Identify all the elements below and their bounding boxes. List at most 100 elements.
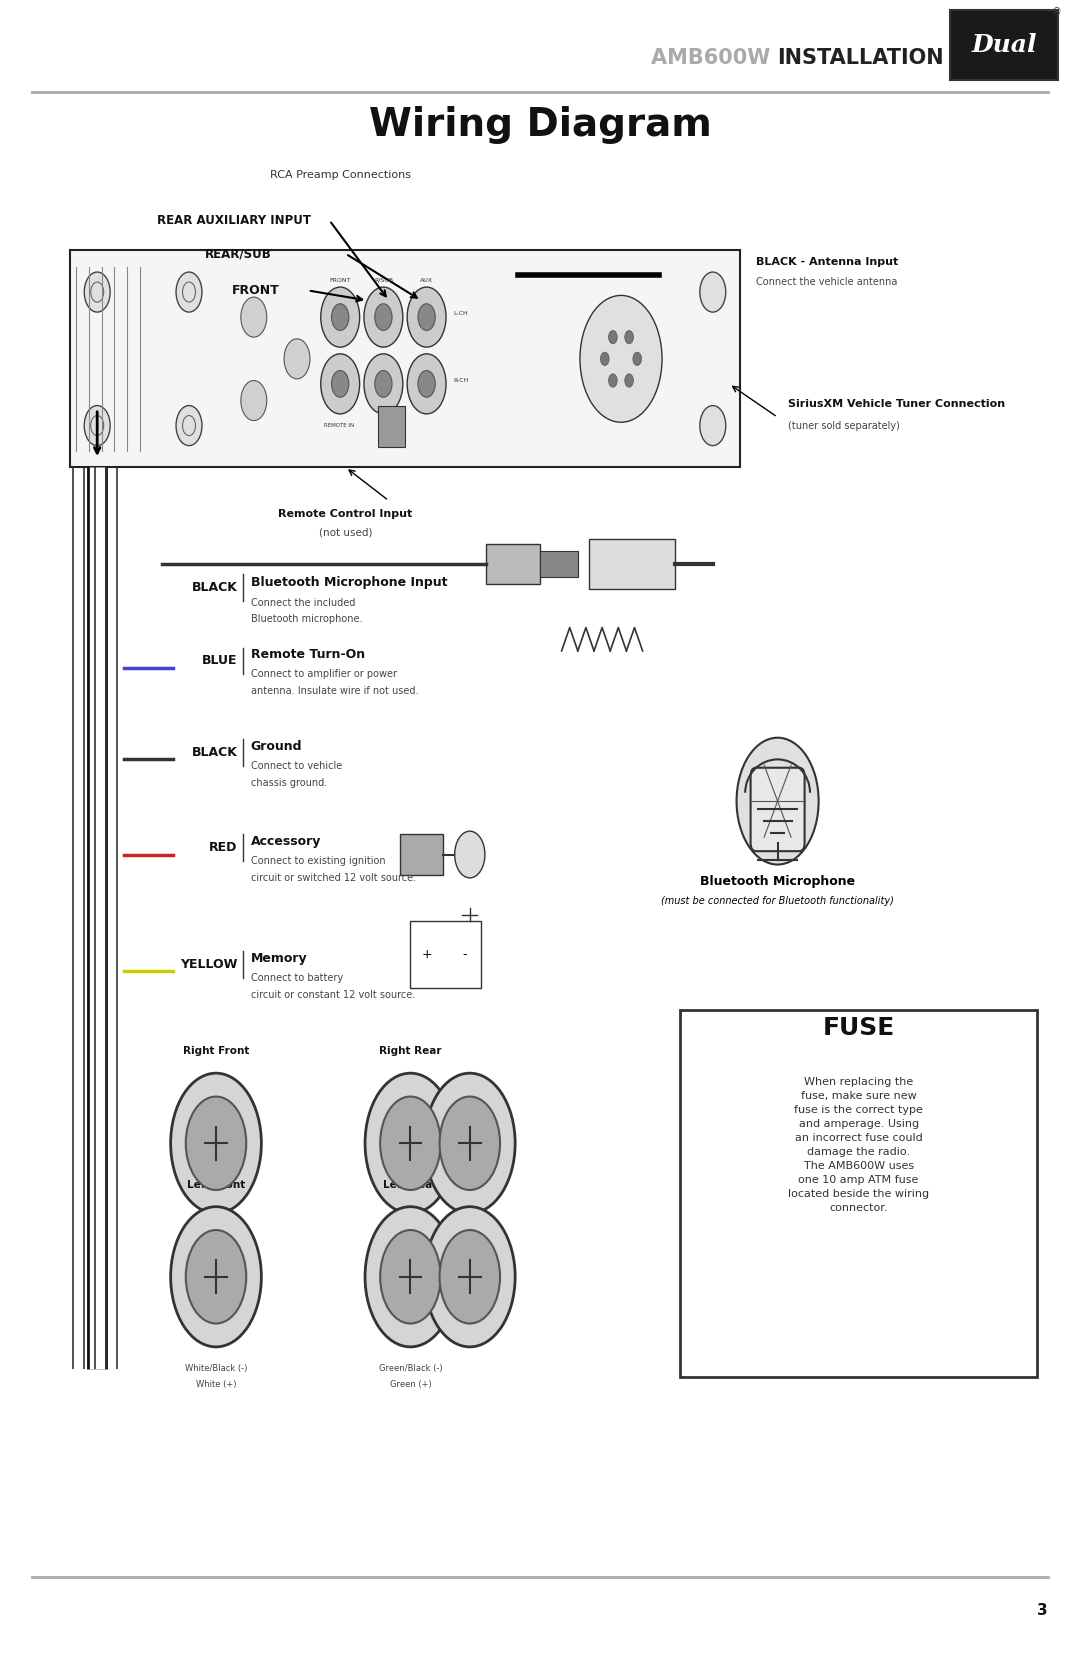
Text: Bluetooth Microphone: Bluetooth Microphone (700, 875, 855, 888)
Bar (589, 539, 675, 589)
Circle shape (380, 1097, 441, 1190)
Text: INSTALLATION: INSTALLATION (778, 48, 944, 68)
Text: circuit or constant 12 volt source.: circuit or constant 12 volt source. (251, 990, 415, 1000)
Circle shape (171, 1073, 261, 1213)
Circle shape (321, 287, 360, 347)
Text: -: - (462, 948, 467, 961)
Text: Bluetooth microphone.: Bluetooth microphone. (251, 614, 362, 624)
Circle shape (332, 371, 349, 397)
Circle shape (364, 354, 403, 414)
Text: REAR AUXILIARY INPUT: REAR AUXILIARY INPUT (157, 214, 311, 227)
Text: AMB600W: AMB600W (651, 48, 778, 68)
Text: Violet/Black (-): Violet/Black (-) (379, 1230, 442, 1238)
Text: Bluetooth Microphone Input: Bluetooth Microphone Input (251, 576, 447, 589)
Text: SiriusXM Vehicle Tuner Connection: SiriusXM Vehicle Tuner Connection (788, 399, 1005, 409)
Text: Connect to vehicle: Connect to vehicle (251, 761, 341, 771)
Bar (410, 921, 481, 988)
Circle shape (624, 374, 633, 387)
Text: Violet (+): Violet (+) (390, 1247, 431, 1255)
Circle shape (84, 406, 110, 446)
Text: BLACK: BLACK (192, 581, 238, 594)
Text: FRONT: FRONT (232, 284, 280, 297)
Text: (tuner sold separately): (tuner sold separately) (788, 421, 901, 431)
Circle shape (186, 1230, 246, 1324)
Bar (540, 551, 578, 577)
Text: Wiring Diagram: Wiring Diagram (368, 107, 712, 144)
Text: Connect the included: Connect the included (251, 598, 355, 608)
Circle shape (608, 374, 617, 387)
Text: antenna. Insulate wire if not used.: antenna. Insulate wire if not used. (251, 686, 418, 696)
Circle shape (186, 1097, 246, 1190)
Text: FUSE: FUSE (823, 1016, 894, 1040)
Circle shape (241, 381, 267, 421)
Text: (not used): (not used) (319, 527, 373, 537)
Circle shape (624, 330, 633, 344)
Circle shape (321, 354, 360, 414)
Text: Right Front: Right Front (183, 1046, 249, 1056)
Text: RED: RED (210, 841, 238, 855)
Text: BLACK: BLACK (192, 746, 238, 759)
Bar (702, 260, 734, 290)
Text: (must be connected for Bluetooth functionality): (must be connected for Bluetooth functio… (661, 896, 894, 906)
Circle shape (455, 831, 485, 878)
Circle shape (176, 272, 202, 312)
Text: BLUE: BLUE (202, 654, 238, 668)
Circle shape (440, 1230, 500, 1324)
Text: Gray/Black (-): Gray/Black (-) (187, 1230, 245, 1238)
Text: Connect to existing ignition: Connect to existing ignition (251, 856, 386, 866)
Circle shape (633, 352, 642, 366)
Text: R-CH: R-CH (454, 379, 469, 382)
Text: Left Rear: Left Rear (383, 1180, 437, 1190)
Text: +: + (421, 948, 432, 961)
Text: circuit or switched 12 volt source.: circuit or switched 12 volt source. (251, 873, 416, 883)
Circle shape (424, 1207, 515, 1347)
Text: Right Rear: Right Rear (379, 1046, 442, 1056)
Circle shape (440, 1097, 500, 1190)
Circle shape (580, 295, 662, 422)
Circle shape (176, 406, 202, 446)
Text: Connect to battery: Connect to battery (251, 973, 342, 983)
Circle shape (365, 1073, 456, 1213)
Text: Remote Control Input: Remote Control Input (279, 509, 413, 519)
Text: RCA Preamp Connections: RCA Preamp Connections (270, 170, 411, 180)
Text: Connect the vehicle antenna: Connect the vehicle antenna (756, 277, 897, 287)
Circle shape (332, 304, 349, 330)
Bar (70, 250, 740, 467)
Circle shape (171, 1207, 261, 1347)
Text: REAR/SUB: REAR/SUB (205, 247, 272, 260)
Text: Green/Black (-): Green/Black (-) (379, 1364, 442, 1372)
Text: REMOTE IN: REMOTE IN (324, 424, 354, 427)
Text: Left Front: Left Front (187, 1180, 245, 1190)
Text: When replacing the
fuse, make sure new
fuse is the correct type
and amperage. Us: When replacing the fuse, make sure new f… (788, 1077, 929, 1212)
Circle shape (380, 1230, 441, 1324)
FancyBboxPatch shape (751, 768, 805, 851)
Text: Dual: Dual (972, 33, 1037, 57)
Circle shape (84, 272, 110, 312)
FancyBboxPatch shape (950, 10, 1058, 80)
Circle shape (375, 371, 392, 397)
Text: ®: ® (1051, 7, 1062, 17)
Circle shape (418, 304, 435, 330)
Text: Green (+): Green (+) (390, 1380, 431, 1389)
Circle shape (407, 287, 446, 347)
Bar (680, 1010, 1037, 1377)
Text: Connect to amplifier or power: Connect to amplifier or power (251, 669, 396, 679)
Circle shape (424, 1073, 515, 1213)
Text: Ground: Ground (251, 739, 302, 753)
Bar (486, 544, 540, 584)
Text: FRONT: FRONT (329, 279, 351, 282)
Text: Gray (+): Gray (+) (198, 1247, 234, 1255)
Text: Memory: Memory (251, 951, 307, 965)
Circle shape (407, 354, 446, 414)
Circle shape (609, 330, 618, 344)
Text: 3: 3 (1037, 1604, 1048, 1617)
Text: R/SUB: R/SUB (374, 279, 393, 282)
Text: White (+): White (+) (195, 1380, 237, 1389)
Text: chassis ground.: chassis ground. (251, 778, 327, 788)
Circle shape (700, 406, 726, 446)
Circle shape (700, 272, 726, 312)
Text: Remote Turn-On: Remote Turn-On (251, 648, 365, 661)
Text: YELLOW: YELLOW (180, 958, 238, 971)
Circle shape (365, 1207, 456, 1347)
Circle shape (600, 352, 609, 366)
